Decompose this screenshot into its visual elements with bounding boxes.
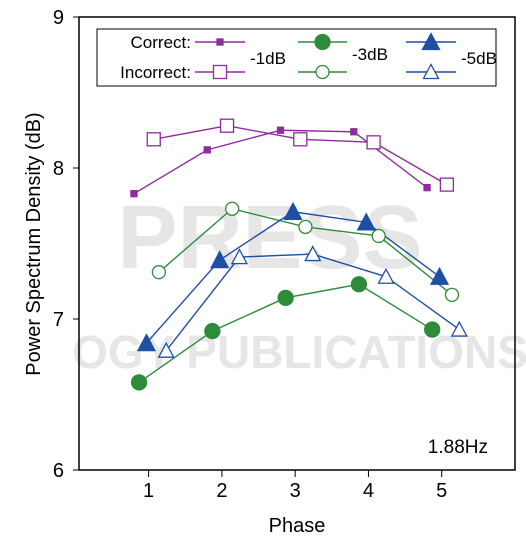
legend: Correct: Incorrect: -1dB -3dB -5dB [96,28,497,87]
watermark-line-2: OGY PUBLICATIONS [72,326,526,378]
data-point-incorrect1db [219,118,235,133]
data-point-correct3db [277,289,294,307]
data-point-correct1db [276,126,285,134]
plot-frame [78,16,516,471]
legend-marker-incorrect3db [315,64,330,80]
data-point-correct1db [130,190,138,198]
data-point-correct3db [350,276,368,293]
data-point-incorrect1db [366,135,381,150]
legend-label-3db: -3dB [352,45,388,64]
series-markers [130,118,468,391]
legend-row-label-correct: Correct: [131,33,191,52]
x-tick-label: 3 [290,480,301,502]
frequency-annotation: 1.88Hz [428,437,488,458]
x-tick-label: 4 [363,480,374,502]
legend-marker-incorrect5db [422,63,440,80]
legend-label-1db: -1dB [250,49,286,68]
data-point-correct3db [204,322,221,340]
data-point-incorrect5db [157,341,175,358]
data-point-correct3db [130,374,148,391]
data-point-incorrect1db [293,132,308,147]
data-point-correct5db [283,201,303,220]
data-point-incorrect3db [151,265,167,280]
data-point-incorrect3db [224,201,240,216]
y-tick-label: 7 [53,309,64,331]
axis-ticks: 1 2 3 4 5 6 7 8 9 [53,7,447,502]
legend-marker-correct3db [314,33,331,51]
legend-marker-correct5db [421,32,441,51]
data-point-correct1db [423,183,431,192]
watermark: PRESS OGY PUBLICATIONS [72,188,526,378]
data-point-incorrect1db [146,132,161,147]
x-tick-label: 1 [143,480,154,502]
data-point-correct5db [356,212,376,231]
data-point-incorrect5db [230,248,249,265]
data-point-incorrect5db [377,267,395,284]
data-point-correct5db [429,266,450,285]
data-point-incorrect1db [439,177,455,192]
data-point-correct1db [203,146,211,154]
legend-row-label-incorrect: Incorrect: [120,63,191,82]
x-tick-label: 5 [436,480,447,502]
data-point-incorrect3db [371,228,386,244]
data-point-correct3db [424,321,441,338]
data-point-correct1db [350,128,358,136]
data-point-incorrect5db [450,320,468,337]
data-point-incorrect3db [298,219,313,235]
x-axis-label: Phase [269,515,326,537]
y-axis-label: Power Spectrum Density (dB) [23,112,45,375]
series-line-correct1db [133,129,428,195]
legend-label-5db: -5dB [461,49,497,68]
y-tick-label: 8 [53,158,64,180]
data-point-correct5db [210,250,230,269]
data-point-incorrect3db [444,287,460,302]
x-tick-label: 2 [216,480,227,502]
y-tick-label: 6 [53,460,64,482]
legend-marker-correct1db [216,38,224,46]
watermark-line-1: PRESS [117,188,422,288]
data-point-correct5db [136,333,156,352]
legend-marker-incorrect1db [212,64,228,80]
data-point-incorrect5db [304,245,322,262]
y-tick-label: 9 [53,7,64,29]
